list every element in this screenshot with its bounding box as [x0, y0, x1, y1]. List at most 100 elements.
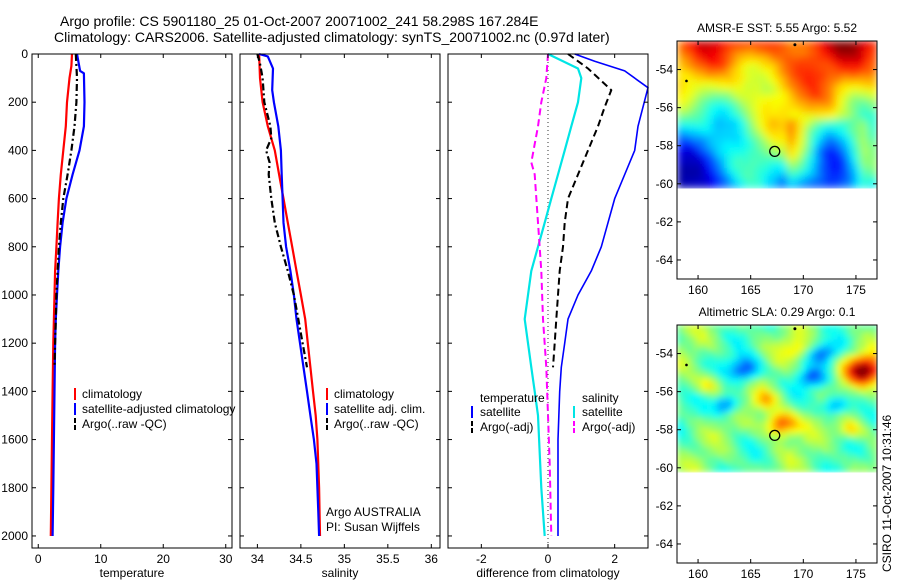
- heatmap-cell: [832, 75, 838, 81]
- heatmap-cell: [827, 119, 833, 125]
- heatmap-cell: [682, 133, 688, 140]
- heatmap-cell: [842, 456, 848, 463]
- heatmap-cell: [797, 344, 803, 351]
- heatmap-cell: [747, 138, 753, 145]
- heatmap-cell: [742, 334, 748, 341]
- heatmap-cell: [822, 89, 828, 96]
- heatmap-cell: [812, 109, 818, 115]
- heatmap-cell: [782, 148, 788, 154]
- heatmap-cell: [737, 359, 743, 365]
- heatmap-cell: [712, 417, 718, 424]
- heatmap-cell: [747, 168, 753, 174]
- heatmap-cell: [787, 427, 793, 434]
- heatmap-cell: [687, 412, 693, 419]
- heatmap-cell: [747, 45, 753, 52]
- heatmap-cell: [802, 50, 808, 57]
- heatmap-cell: [827, 75, 833, 81]
- heatmap-cell: [742, 466, 748, 473]
- heatmap-cell: [777, 104, 783, 111]
- heatmap-cell: [717, 55, 723, 62]
- heatmap-cell: [782, 417, 788, 424]
- heatmap-cell: [847, 422, 853, 429]
- heatmap-cell: [682, 84, 688, 91]
- heatmap-cell: [812, 172, 818, 179]
- heatmap-cell: [812, 75, 818, 81]
- heatmap-cell: [762, 408, 768, 414]
- heatmap-cell: [717, 417, 723, 424]
- heatmap-cell: [827, 461, 833, 468]
- heatmap-cell: [687, 432, 693, 438]
- heatmap-cell: [797, 329, 803, 336]
- heatmap-cell: [762, 393, 768, 399]
- heatmap-cell: [702, 368, 708, 375]
- heatmap-cell: [857, 437, 863, 443]
- heatmap-cell: [802, 383, 808, 390]
- heatmap-cell: [707, 84, 713, 91]
- heatmap-cell: [777, 393, 783, 399]
- heatmap-cell: [802, 412, 808, 419]
- heatmap-cell: [812, 437, 818, 443]
- heatmap-cell: [687, 109, 693, 115]
- heatmap-cell: [777, 124, 783, 130]
- heatmap-cell: [692, 80, 698, 86]
- heatmap-cell: [702, 339, 708, 346]
- heatmap-cell: [852, 168, 858, 174]
- heatmap-cell: [707, 70, 713, 76]
- heatmap-cell: [747, 70, 753, 76]
- heatmap-cell: [757, 364, 763, 370]
- heatmap-cell: [737, 143, 743, 150]
- heatmap-cell: [837, 329, 843, 336]
- heatmap-cell: [807, 89, 813, 96]
- heatmap-cell: [682, 143, 688, 150]
- heatmap-cell: [807, 368, 813, 375]
- heatmap-cell: [682, 378, 688, 385]
- heatmap-cell: [857, 104, 863, 111]
- heatmap-cell: [872, 55, 877, 62]
- heatmap-cell: [782, 452, 788, 458]
- heatmap-cell: [677, 168, 683, 174]
- heatmap-cell: [857, 124, 863, 130]
- heatmap-cell: [762, 368, 768, 375]
- heatmap-cell: [852, 124, 858, 130]
- heatmap-cell: [732, 158, 738, 164]
- heatmap-cell: [732, 334, 738, 341]
- heatmap-cell: [847, 94, 853, 101]
- heatmap-cell: [872, 70, 877, 76]
- heatmap-cell: [752, 133, 758, 140]
- heatmap-cell: [752, 398, 758, 404]
- heatmap-cell: [797, 378, 803, 385]
- heatmap-cell: [817, 84, 823, 91]
- heatmap-cell: [767, 138, 773, 145]
- heatmap-cell: [772, 172, 778, 179]
- heatmap-cell: [742, 138, 748, 145]
- heatmap-cell: [807, 109, 813, 115]
- heatmap-cell: [867, 138, 873, 145]
- heatmap-cell: [832, 329, 838, 336]
- heatmap-cell: [677, 153, 683, 159]
- heatmap-cell: [837, 368, 843, 375]
- heatmap-cell: [727, 452, 733, 458]
- heatmap-cell: [682, 432, 688, 438]
- heatmap-cell: [792, 133, 798, 140]
- heatmap-cell: [737, 403, 743, 409]
- heatmap-cell: [747, 75, 753, 81]
- heatmap-cell: [817, 119, 823, 125]
- legend-label: satellite adj. clim.: [334, 402, 425, 416]
- heatmap-cell: [782, 344, 788, 351]
- heatmap-cell: [732, 94, 738, 101]
- heatmap-cell: [787, 329, 793, 336]
- heatmap-cell: [767, 349, 773, 355]
- heatmap-cell: [702, 359, 708, 365]
- heatmap-cell: [852, 461, 858, 468]
- heatmap-cell: [847, 403, 853, 409]
- heatmap-cell: [732, 373, 738, 380]
- heatmap-cell: [812, 128, 818, 135]
- heatmap-cell: [852, 393, 858, 399]
- heatmap-cell: [777, 422, 783, 429]
- heatmap-cell: [832, 403, 838, 409]
- heatmap-cell: [752, 45, 758, 52]
- heatmap-cell: [777, 447, 783, 453]
- heatmap-cell: [812, 427, 818, 434]
- heatmap-cell: [687, 119, 693, 125]
- heatmap-cell: [682, 168, 688, 174]
